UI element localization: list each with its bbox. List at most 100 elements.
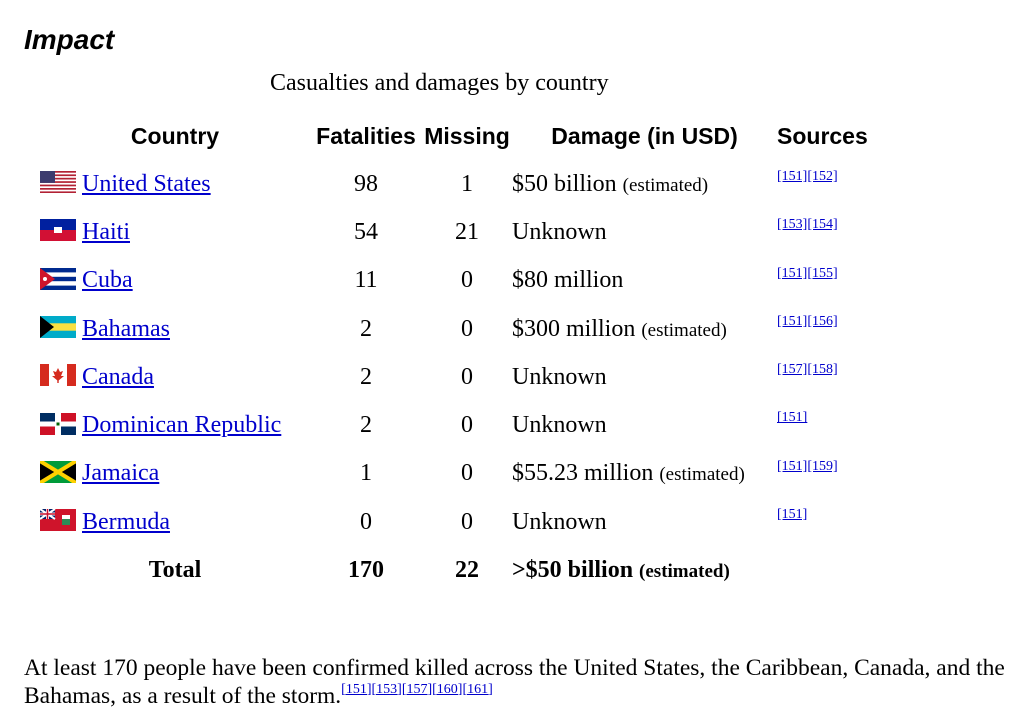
table-caption: Casualties and damages by country [270,70,609,96]
damage-note: (estimated) [622,174,709,196]
damage-note: (estimated) [641,319,727,341]
total-missing: 22 [455,557,479,584]
sources-cell: [151] [777,498,868,546]
jamaica-flag-icon [40,460,76,483]
cuba-flag-icon [40,267,76,290]
damage-value: $80 million [512,267,624,294]
damage-value: $300 million [512,315,636,342]
source-refs-link[interactable]: [153][154] [777,217,838,233]
total-damage-note: (estimated) [639,561,730,583]
total-damage-cell: >$50 billion (estimated) [512,546,777,594]
source-refs-link[interactable]: [151][156] [777,313,838,329]
country-link-cuba[interactable]: Cuba [82,267,133,294]
table-row: Bermuda 0 0 Unknown [151] [40,498,868,546]
sources-cell: [151][156] [777,305,868,353]
country-link-bermuda[interactable]: Bermuda [82,508,170,535]
header-damage: Damage (in USD) [551,122,738,149]
bermuda-flag-icon [40,509,76,532]
haiti-flag-icon [40,219,76,242]
missing-cell: 0 [461,412,473,439]
sources-cell: [151][155] [777,257,868,305]
table-row: Haiti 54 21 Unknown [153][154] [40,208,868,256]
header-country: Country [130,122,220,149]
source-refs-link[interactable]: [151][159] [777,458,838,474]
country-cell: Dominican Republic [40,401,310,449]
header-sources: Sources [777,122,868,149]
damage-value: $55.23 million [512,460,654,487]
country-link-canada[interactable]: Canada [82,363,154,390]
damage-cell: Unknown [512,498,777,546]
damage-cell: $80 million [512,257,777,305]
casualties-table: Country Fatalities Missing Damage (in US… [40,112,868,595]
fatalities-cell: 11 [354,267,378,294]
source-refs-link[interactable]: [151] [777,410,808,426]
source-refs-link[interactable]: [157][158] [777,362,838,378]
header-fatalities: Fatalities [316,122,416,149]
damage-cell: Unknown [512,353,777,401]
sources-cell: [151][152] [777,160,868,208]
summary-paragraph: At least 170 people have been confirmed … [24,654,1014,710]
missing-cell: 1 [461,170,473,197]
fatalities-cell: 2 [360,412,372,439]
table-row: Bahamas 2 0 $300 million (estimated) [15… [40,305,868,353]
total-fatalities: 170 [348,557,384,584]
table-row: Canada 2 0 Unknown [157][158] [40,353,868,401]
country-link-united-states[interactable]: United States [82,170,211,197]
damage-cell: Unknown [512,401,777,449]
country-link-bahamas[interactable]: Bahamas [82,315,170,342]
fatalities-cell: 0 [360,508,372,535]
damage-value: $50 billion [512,170,617,197]
dominican-republic-flag-icon [40,412,76,435]
damage-value: Unknown [512,363,607,390]
missing-cell: 0 [461,460,473,487]
table-row: Dominican Republic 2 0 Unknown [151] [40,401,868,449]
section-heading: Impact [24,24,115,55]
total-damage: >$50 billion [512,557,634,584]
source-refs-link[interactable]: [151] [777,507,808,523]
canada-flag-icon [40,364,76,387]
country-link-jamaica[interactable]: Jamaica [82,460,160,487]
country-cell: Bahamas [40,305,310,353]
missing-cell: 0 [461,508,473,535]
missing-cell: 0 [461,363,473,390]
damage-note: (estimated) [659,464,745,486]
total-sources-cell [777,546,868,594]
missing-cell: 0 [461,267,473,294]
damage-cell: $55.23 million (estimated) [512,450,777,498]
summary-text: At least 170 people have been confirmed … [24,654,1005,709]
table-header-row: Country Fatalities Missing Damage (in US… [40,112,868,160]
country-link-dominican-republic[interactable]: Dominican Republic [82,412,282,439]
fatalities-cell: 98 [354,170,378,197]
sources-cell: [153][154] [777,208,868,256]
sources-cell: [151] [777,401,868,449]
country-cell: Haiti [40,208,310,256]
missing-cell: 21 [455,218,479,245]
sources-cell: [151][159] [777,450,868,498]
bahamas-flag-icon [40,316,76,339]
summary-refs-link[interactable]: [151][153][157][160][161] [341,681,493,697]
fatalities-cell: 2 [360,315,372,342]
header-missing: Missing [424,122,510,149]
table-row: Cuba 11 0 $80 million [151][155] [40,257,868,305]
damage-cell: $300 million (estimated) [512,305,777,353]
country-cell: Canada [40,353,310,401]
missing-cell: 0 [461,315,473,342]
total-label: Total [148,557,202,584]
country-cell: Bermuda [40,498,310,546]
table-row: Jamaica 1 0 $55.23 million (estimated) [… [40,450,868,498]
total-row: Total 170 22 >$50 billion (estimated) [40,546,868,594]
fatalities-cell: 54 [354,218,378,245]
damage-value: Unknown [512,218,607,245]
sources-cell: [157][158] [777,353,868,401]
source-refs-link[interactable]: [151][155] [777,265,838,281]
us-flag-icon [40,171,76,194]
country-link-haiti[interactable]: Haiti [82,218,130,245]
country-cell: United States [40,160,310,208]
damage-value: Unknown [512,508,607,535]
country-cell: Cuba [40,257,310,305]
source-refs-link[interactable]: [151][152] [777,169,838,184]
damage-cell: Unknown [512,208,777,256]
country-cell: Jamaica [40,450,310,498]
table-row: United States 98 1 $50 billion (estimate… [40,160,868,208]
fatalities-cell: 2 [360,363,372,390]
